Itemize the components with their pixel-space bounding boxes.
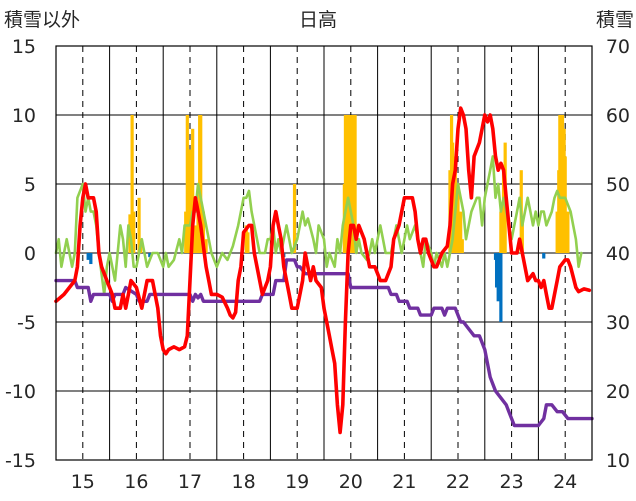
y-right-tick-label: 20	[606, 381, 630, 403]
x-axis-ticks: 15 16 17 18 19 20 21 22 23 24	[71, 471, 578, 493]
y-axis-left-label: 積雪以外	[4, 9, 80, 31]
y-left-tick-label: -5	[17, 312, 36, 334]
bar-orange	[499, 211, 503, 253]
bar-orange	[344, 115, 349, 253]
x-tick-label: 21	[392, 471, 416, 493]
bar-orange	[353, 115, 357, 253]
series-line-green	[54, 155, 583, 296]
series-line-red	[54, 106, 592, 435]
y-right-tick-label: 70	[606, 36, 630, 58]
bar-orange	[292, 184, 297, 253]
bar-orange	[196, 211, 200, 253]
x-tick-label: 22	[446, 471, 470, 493]
bar-orange	[137, 197, 141, 253]
y-left-tick-label: -15	[5, 450, 36, 472]
plot-frame	[55, 45, 593, 461]
bar-orange	[204, 239, 208, 253]
bar-orange	[501, 170, 506, 253]
y-left-tick-label: 10	[12, 105, 36, 127]
y-right-tick-label: 30	[606, 312, 630, 334]
bar-blue	[89, 253, 93, 265]
y-left-tick-label: 5	[24, 174, 36, 196]
y-axis-left-ticks: 15 10 5 0 -5 -10 -15	[5, 36, 36, 472]
y-right-tick-label: 60	[606, 105, 630, 127]
bar-orange	[350, 115, 354, 253]
bar-orange	[193, 225, 197, 253]
bar-orange	[132, 211, 136, 253]
bar-blue	[86, 253, 90, 260]
y-right-tick-label: 50	[606, 174, 630, 196]
bar-orange	[191, 128, 195, 253]
bar-orange	[460, 239, 464, 253]
x-tick-label: 18	[232, 471, 256, 493]
y-left-tick-label: 15	[12, 36, 36, 58]
y-left-tick-label: -10	[5, 381, 36, 403]
bar-orange	[346, 115, 350, 253]
bar-blue	[542, 253, 546, 259]
bar-orange	[188, 149, 192, 253]
bar-orange	[459, 211, 463, 253]
bar-orange	[566, 211, 570, 253]
bar-orange	[184, 211, 188, 253]
bar-orange	[555, 211, 559, 253]
y-axis-right-ticks: 70 60 50 40 30 20 10	[606, 36, 630, 472]
bar-orange	[244, 225, 248, 253]
bar-orange	[559, 184, 563, 253]
x-tick-label: 17	[178, 471, 202, 493]
bar-orange	[456, 184, 460, 253]
x-tick-label: 20	[339, 471, 363, 493]
x-tick-label: 24	[553, 471, 577, 493]
bar-blue	[496, 253, 500, 302]
bar-orange	[563, 156, 567, 253]
x-tick-label: 23	[500, 471, 524, 493]
y-right-tick-label: 10	[606, 450, 630, 472]
lines-layer	[54, 106, 594, 435]
bar-blue	[148, 253, 152, 258]
x-tick-label: 16	[124, 471, 148, 493]
x-tick-label: 19	[285, 471, 309, 493]
y-axis-right-label: 積雪	[596, 9, 634, 31]
bar-orange	[130, 115, 134, 253]
chart-title: 日高	[299, 9, 337, 31]
y-right-tick-label: 40	[606, 243, 630, 265]
bar-blue	[494, 253, 499, 288]
grid-lines	[55, 45, 592, 461]
x-tick-label: 15	[71, 471, 95, 493]
bar-orange	[246, 232, 250, 253]
y-left-tick-label: 0	[24, 243, 36, 265]
bar-blue	[499, 253, 503, 322]
bar-orange	[199, 115, 203, 253]
bar-orange	[520, 218, 524, 253]
bar-orange	[560, 115, 565, 253]
bar-orange	[185, 115, 189, 253]
bar-orange	[351, 115, 356, 253]
